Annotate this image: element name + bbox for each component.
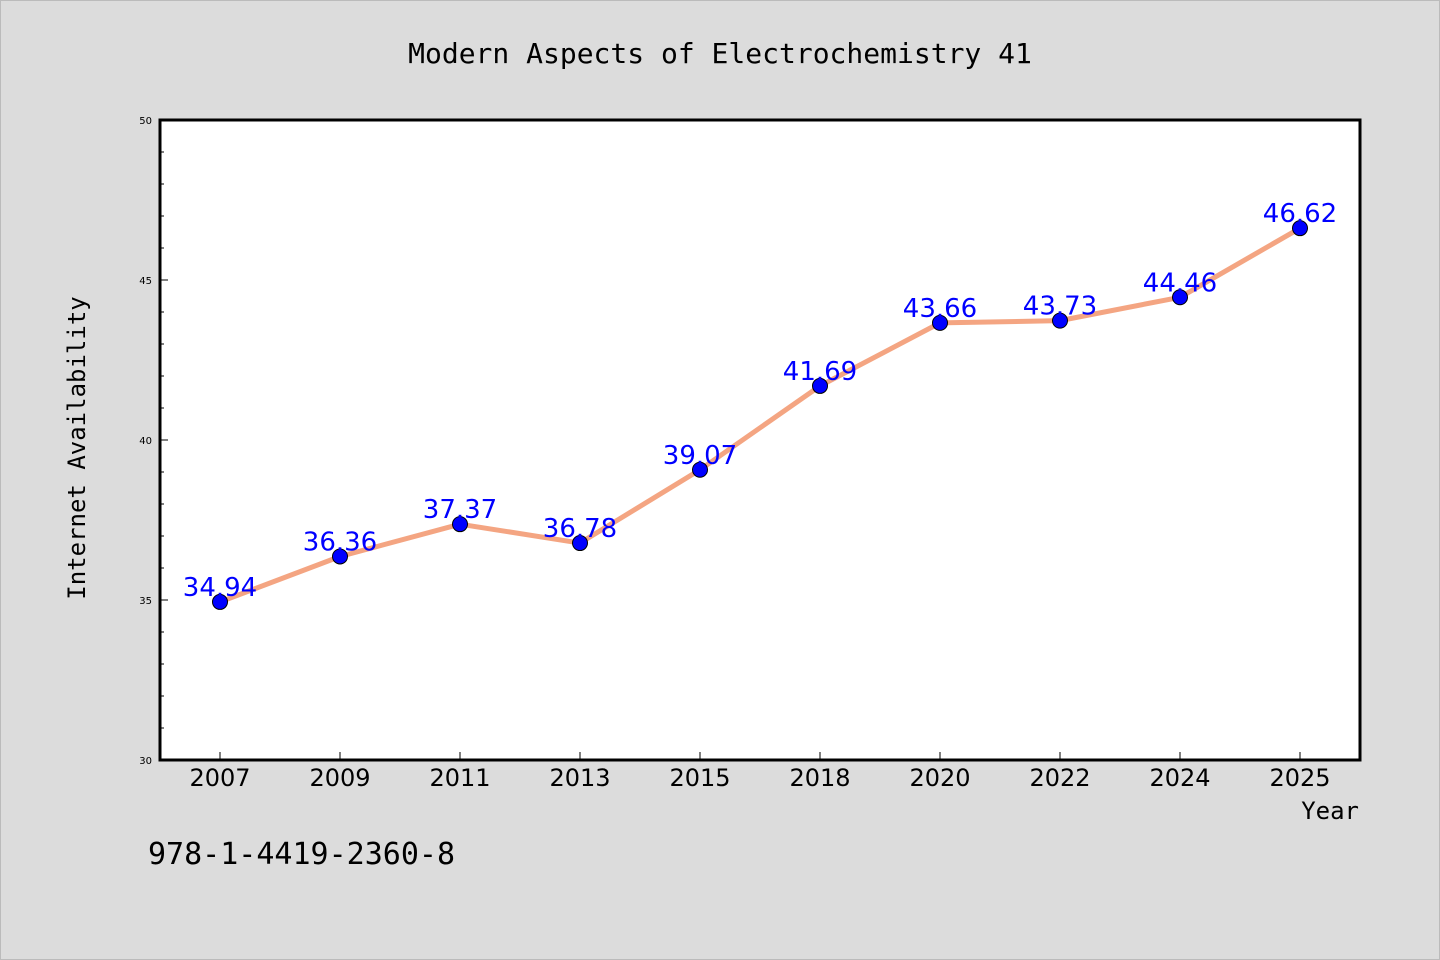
data-label: 36.36 bbox=[303, 527, 377, 557]
x-tick-label: 2009 bbox=[309, 764, 370, 792]
y-tick-label: 40 bbox=[139, 436, 152, 447]
data-label: 34.94 bbox=[183, 573, 257, 603]
data-point bbox=[812, 377, 828, 394]
data-point bbox=[1052, 312, 1068, 329]
data-labels: 34.94 36.36 37.37 36.78 39.07 41.69 43.66 43.73… bbox=[183, 199, 1337, 603]
series-markers bbox=[212, 220, 1308, 610]
data-point bbox=[572, 535, 588, 552]
data-point bbox=[212, 593, 228, 610]
x-tick-label: 2022 bbox=[1029, 764, 1090, 792]
data-label: 43.66 bbox=[903, 294, 977, 324]
y-axis: 30 35 40 45 50 bbox=[139, 116, 168, 767]
y-tick-label: 50 bbox=[139, 116, 152, 127]
x-tick-label: 2011 bbox=[429, 764, 490, 792]
y-tick-label: 45 bbox=[139, 276, 152, 287]
x-tick-label: 2015 bbox=[669, 764, 730, 792]
x-tick-label: 2018 bbox=[789, 764, 850, 792]
data-label: 41.69 bbox=[783, 357, 857, 387]
data-point bbox=[1172, 289, 1188, 306]
data-label: 46.62 bbox=[1263, 199, 1337, 229]
x-tick-label: 2013 bbox=[549, 764, 610, 792]
data-point bbox=[692, 461, 708, 478]
data-label: 39.07 bbox=[663, 441, 737, 471]
y-tick-label: 35 bbox=[139, 596, 152, 607]
data-label: 44.46 bbox=[1143, 268, 1217, 298]
x-tick-label: 2025 bbox=[1269, 764, 1330, 792]
data-point bbox=[452, 516, 468, 533]
x-tick-label: 2024 bbox=[1149, 764, 1210, 792]
x-axis-label: Year bbox=[1301, 797, 1359, 825]
chart-title: Modern Aspects of Electrochemistry 41 bbox=[408, 37, 1032, 70]
isbn-label: 978-1-4419-2360-8 bbox=[148, 837, 455, 872]
y-axis-label: Internet Availability bbox=[63, 296, 91, 599]
data-label: 43.73 bbox=[1023, 292, 1097, 322]
x-tick-label: 2007 bbox=[189, 764, 250, 792]
data-point bbox=[332, 548, 348, 565]
series-line bbox=[219, 225, 1302, 605]
x-tick-label: 2020 bbox=[909, 764, 970, 792]
data-label: 37.37 bbox=[423, 495, 497, 525]
data-label: 36.78 bbox=[543, 514, 617, 544]
data-point bbox=[1292, 220, 1308, 237]
plot-area bbox=[158, 118, 1362, 762]
x-axis: 2007 2009 2011 2013 2015 2018 2020 2022 2024 2025 bbox=[189, 752, 1331, 792]
data-point bbox=[932, 314, 948, 331]
y-tick-label: 30 bbox=[139, 756, 152, 767]
